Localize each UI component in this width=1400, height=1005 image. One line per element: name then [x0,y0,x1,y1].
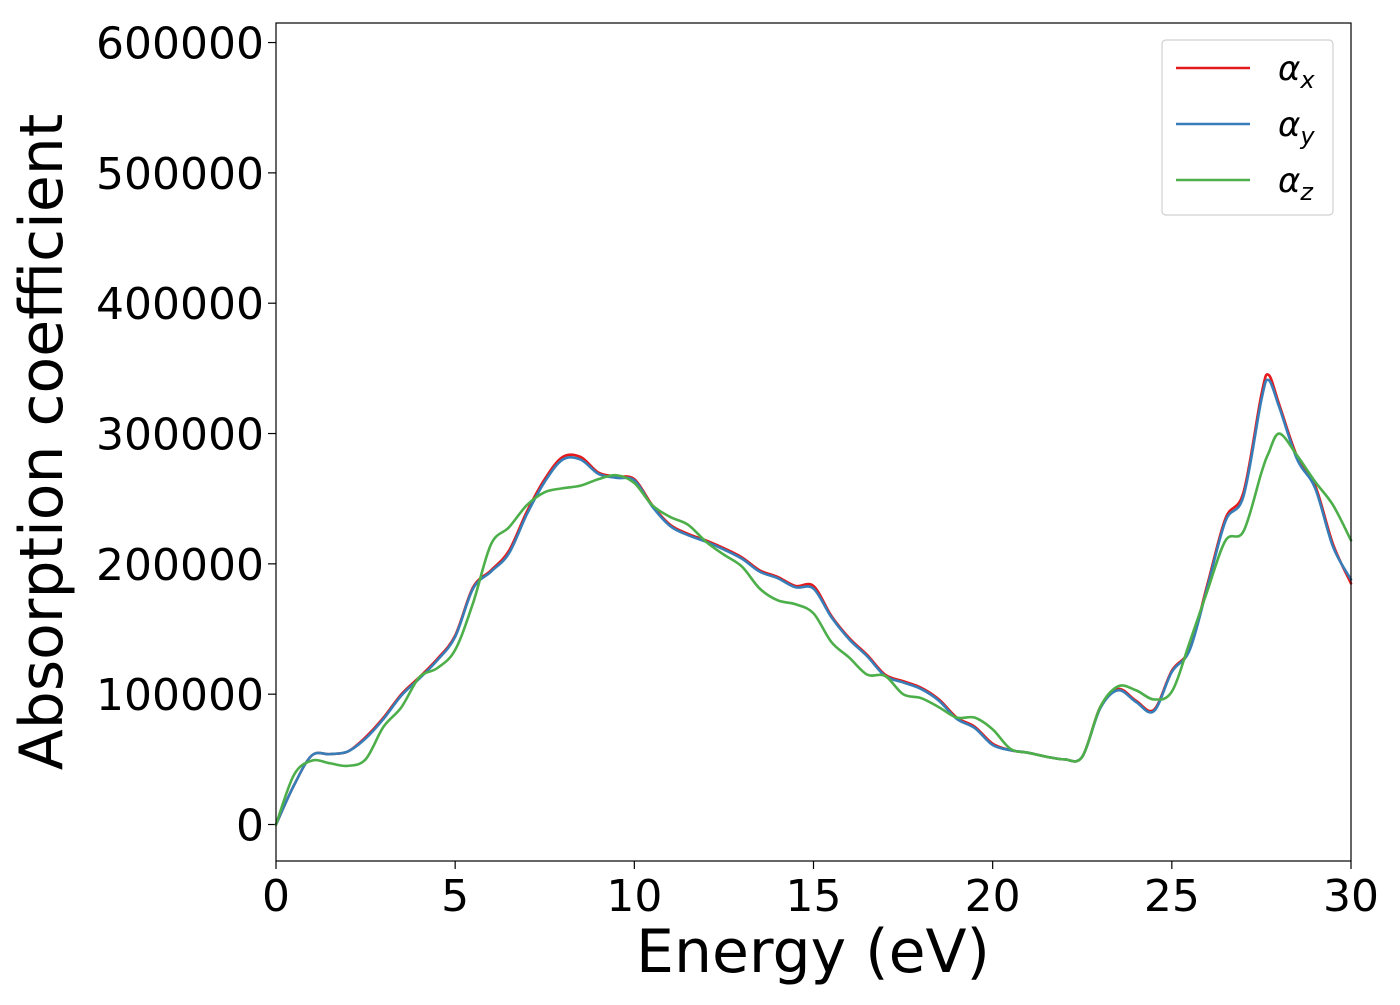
y-tick-label: 400000 [96,279,264,330]
y-tick-label: 500000 [96,149,264,200]
plot-frame [275,22,1352,862]
x-tick-label: 25 [1144,871,1200,922]
series-lines [274,373,1353,826]
series-line-z [274,432,1353,826]
y-tick-label: 200000 [96,540,264,591]
x-tick-label: 15 [786,871,842,922]
x-tick-label: 20 [965,871,1021,922]
axis-ticks: 0 5 10 15 20 25 30 0 100000 200000 300000 400000 500… [96,19,1379,922]
series-line-y [274,378,1353,826]
y-tick-label: 100000 [96,670,264,721]
legend-box [1161,39,1334,216]
series-line-x [274,373,1353,826]
x-tick-label: 10 [606,871,662,922]
x-tick-label: 30 [1323,871,1379,922]
y-tick-label: 0 [236,801,264,852]
y-axis-title: Absorption coefficient [7,114,77,771]
y-tick-label: 300000 [96,410,264,461]
x-tick-label: 5 [441,871,469,922]
x-axis-title: Energy (eV) [636,917,990,987]
x-tick-label: 0 [262,871,290,922]
y-tick-label: 600000 [96,19,264,70]
